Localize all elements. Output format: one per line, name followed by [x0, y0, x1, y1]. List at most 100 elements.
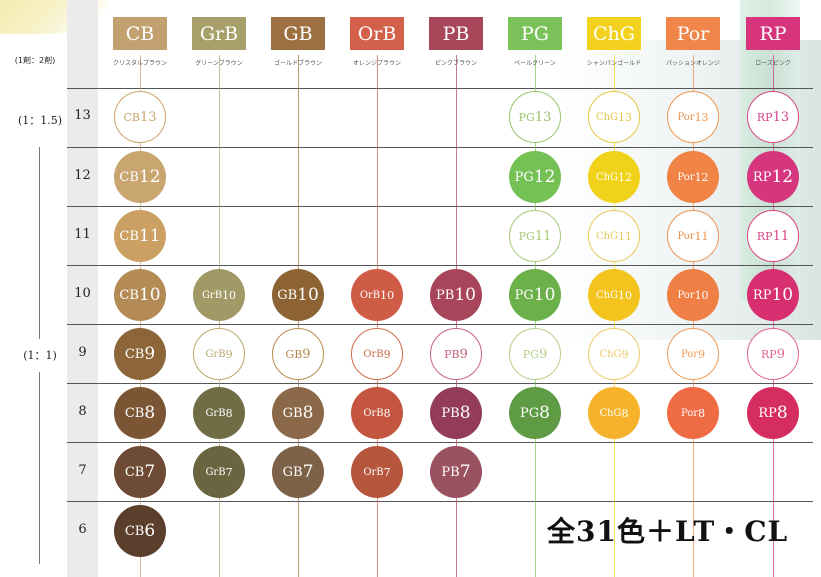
swatch-level: 13: [534, 109, 552, 125]
swatch-pb-8[interactable]: PB 8: [430, 387, 482, 439]
swatch-level: 12: [533, 167, 556, 187]
swatch-cb-8[interactable]: CB 8: [114, 387, 166, 439]
swatch-level: 12: [694, 170, 709, 184]
swatch-orb-9[interactable]: OrB 9: [351, 328, 403, 380]
swatch-rp-9[interactable]: RP 9: [747, 328, 799, 380]
swatch-pb-7[interactable]: PB 7: [430, 446, 482, 498]
swatch-por-11[interactable]: Por 11: [667, 210, 719, 262]
column-name-por: パッションオレンジ: [665, 60, 720, 67]
column-header-pb[interactable]: PB: [429, 17, 483, 50]
swatch-level: 9: [459, 346, 468, 362]
column-header-orb[interactable]: OrB: [350, 17, 404, 50]
swatch-pg-9[interactable]: PG 9: [509, 328, 561, 380]
swatch-rp-12[interactable]: RP 12: [747, 151, 799, 203]
row-number-7: 7: [78, 463, 87, 478]
swatch-code: PG: [514, 169, 534, 185]
swatch-por-8[interactable]: Por 8: [667, 387, 719, 439]
swatch-level: 10: [222, 288, 237, 302]
column-header-rp[interactable]: RP: [746, 17, 800, 50]
swatch-pg-11[interactable]: PG 11: [509, 210, 561, 262]
swatch-por-9[interactable]: Por 9: [667, 328, 719, 380]
swatch-level: 6: [144, 521, 156, 541]
swatch-chg-12[interactable]: ChG 12: [588, 151, 640, 203]
swatch-level: 11: [772, 228, 790, 244]
swatch-code: ChG: [595, 230, 619, 242]
row-number-9: 9: [78, 345, 87, 360]
swatch-rp-13[interactable]: RP 13: [747, 91, 799, 143]
swatch-chg-11[interactable]: ChG 11: [588, 210, 640, 262]
column-name-orb: オレンジブラウン: [352, 60, 401, 67]
swatch-orb-7[interactable]: OrB 7: [351, 446, 403, 498]
row-divider-5: [67, 383, 813, 384]
swatch-level: 10: [297, 285, 319, 305]
swatch-level: 7: [302, 462, 314, 482]
swatch-level: 11: [534, 228, 552, 244]
swatch-cb-6[interactable]: CB 6: [114, 505, 166, 557]
column-header-grb[interactable]: GrB: [192, 17, 246, 50]
swatch-pg-12[interactable]: PG 12: [509, 151, 561, 203]
swatch-code: Por: [680, 407, 699, 419]
row-number-8: 8: [78, 404, 87, 419]
swatch-chg-9[interactable]: ChG 9: [588, 328, 640, 380]
swatch-level: 8: [144, 403, 156, 423]
swatch-level: 12: [618, 170, 633, 184]
swatch-cb-13[interactable]: CB 13: [114, 91, 166, 143]
swatch-level: 8: [698, 406, 706, 420]
column-name-chg: シャンパンゴールド: [586, 60, 642, 67]
swatch-chg-8[interactable]: ChG 8: [588, 387, 640, 439]
swatch-code: CB: [124, 464, 145, 480]
swatch-gb-10[interactable]: GB 10: [272, 269, 324, 321]
swatch-orb-10[interactable]: OrB 10: [351, 269, 403, 321]
swatch-pb-9[interactable]: PB 9: [430, 328, 482, 380]
swatch-rp-8[interactable]: RP 8: [747, 387, 799, 439]
swatch-gb-9[interactable]: GB 9: [272, 328, 324, 380]
swatch-chg-13[interactable]: ChG 13: [588, 91, 640, 143]
column-header-chg[interactable]: ChG: [587, 17, 641, 50]
swatch-por-13[interactable]: Por 13: [667, 91, 719, 143]
swatch-cb-9[interactable]: CB 9: [114, 328, 166, 380]
swatch-level: 9: [698, 347, 706, 361]
swatch-level: 11: [694, 229, 709, 243]
column-name-gb: ゴールドブラウン: [273, 60, 322, 67]
column-header-pg[interactable]: PG: [508, 17, 562, 50]
swatch-rp-11[interactable]: RP 11: [747, 210, 799, 262]
swatch-level: 10: [533, 285, 556, 305]
swatch-grb-9[interactable]: GrB 9: [193, 328, 245, 380]
swatch-gb-7[interactable]: GB 7: [272, 446, 324, 498]
swatch-level: 9: [225, 347, 233, 361]
swatch-grb-10[interactable]: GrB 10: [193, 269, 245, 321]
column-header-gb[interactable]: GB: [271, 17, 325, 50]
swatch-level: 8: [383, 406, 391, 420]
swatch-pg-13[interactable]: PG 13: [509, 91, 561, 143]
swatch-grb-7[interactable]: GrB 7: [193, 446, 245, 498]
swatch-level: 9: [383, 347, 391, 361]
swatch-cb-12[interactable]: CB 12: [114, 151, 166, 203]
swatch-cb-11[interactable]: CB 11: [114, 210, 166, 262]
swatch-level: 8: [776, 403, 788, 423]
column-header-cb[interactable]: CB: [113, 17, 167, 50]
column-name-cb: クリスタルブラウン: [112, 60, 167, 67]
swatch-cb-7[interactable]: CB 7: [114, 446, 166, 498]
swatch-code: ChG: [595, 289, 619, 301]
swatch-level: 10: [380, 288, 395, 302]
swatch-code: GB: [277, 287, 298, 303]
column-header-por[interactable]: Por: [666, 17, 720, 50]
column-name-pg: ペールグリーン: [514, 60, 556, 67]
swatch-grb-8[interactable]: GrB 8: [193, 387, 245, 439]
swatch-pb-10[interactable]: PB 10: [430, 269, 482, 321]
swatch-por-12[interactable]: Por 12: [667, 151, 719, 203]
swatch-cb-10[interactable]: CB 10: [114, 269, 166, 321]
swatch-pg-10[interactable]: PG 10: [509, 269, 561, 321]
swatch-level: 8: [539, 403, 550, 423]
swatch-gb-8[interactable]: GB 8: [272, 387, 324, 439]
swatch-pg-8[interactable]: PG 8: [509, 387, 561, 439]
swatch-por-10[interactable]: Por 10: [667, 269, 719, 321]
row-divider-3: [67, 265, 813, 266]
swatch-chg-10[interactable]: ChG 10: [588, 269, 640, 321]
column-name-rp: ローズピンク: [755, 60, 791, 67]
swatch-code: RP: [758, 405, 777, 421]
swatch-code: GB: [282, 405, 303, 421]
swatch-rp-10[interactable]: RP 10: [747, 269, 799, 321]
swatch-orb-8[interactable]: OrB 8: [351, 387, 403, 439]
swatch-code: OrB: [359, 289, 381, 301]
